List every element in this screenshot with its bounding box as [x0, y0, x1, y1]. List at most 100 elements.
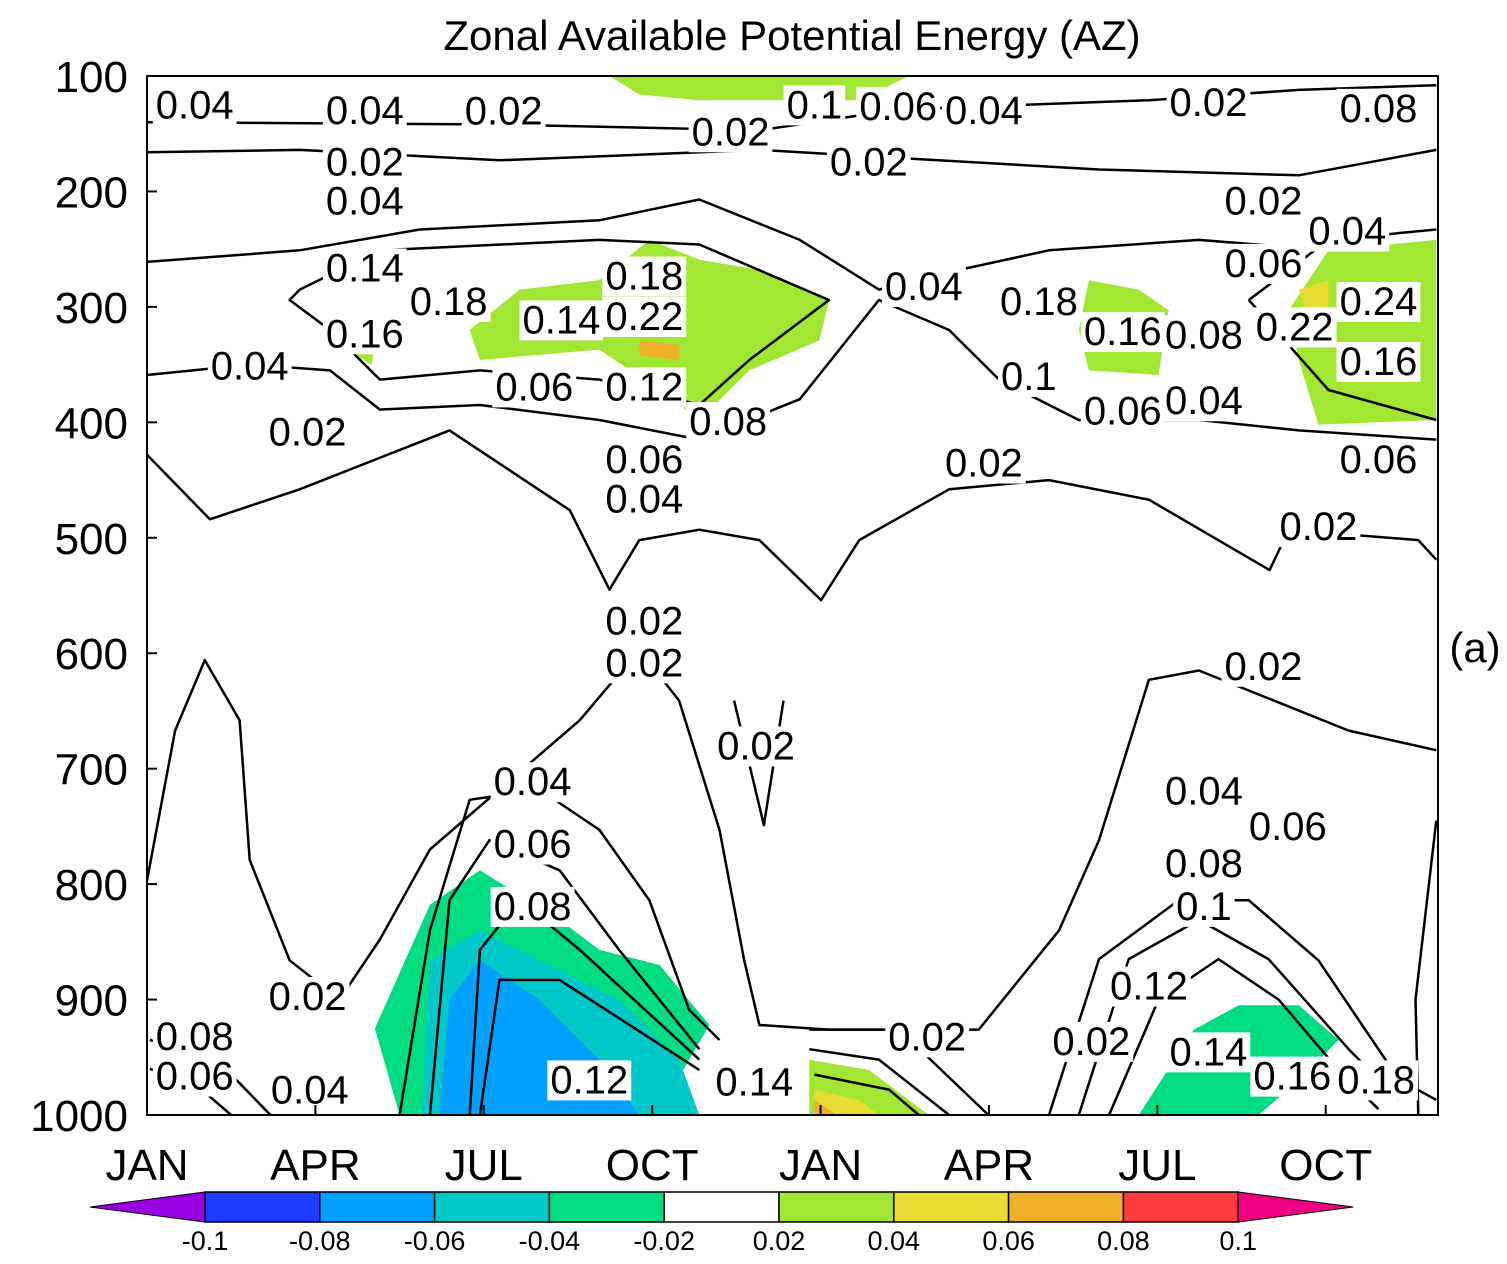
- contour-line: [145, 648, 1437, 1031]
- colorbar-arrow-right: [1237, 1191, 1354, 1223]
- contour-label: 0.14: [715, 1061, 793, 1105]
- contour-label-bg: [1161, 381, 1246, 422]
- contour-label-bg: [1336, 440, 1421, 481]
- shaded-regions: [339, 76, 1437, 1115]
- contour-label-bg: [1161, 771, 1246, 812]
- contour-line: [398, 788, 721, 1116]
- colorbar-swatch: [1007, 1191, 1125, 1223]
- contour-label-bg: [1336, 88, 1421, 129]
- contour-label-bg: [1221, 243, 1306, 284]
- contour-label-bg: [602, 256, 687, 297]
- contour-label: 0.18: [410, 280, 488, 324]
- contour-label-bg: [492, 367, 577, 408]
- contour-label-bg: [322, 142, 407, 183]
- contour-label-group: 0.02: [885, 1015, 970, 1059]
- contour-label: 0.04: [326, 180, 404, 224]
- contour-label: 0.16: [1084, 310, 1162, 354]
- contour-label-group: 0.04: [267, 1068, 352, 1112]
- contour-label-group: 0.1: [997, 355, 1060, 399]
- contour-label-group: 0.18: [602, 255, 687, 299]
- contour-line: [146, 198, 1329, 291]
- contour-label-bg: [1252, 307, 1337, 348]
- contour-label-bg: [1336, 341, 1421, 382]
- colorbar-label: -0.02: [633, 1226, 695, 1256]
- contour-label-bg: [1336, 281, 1421, 322]
- contour-label-bg: [712, 1062, 797, 1103]
- colorbar-arrow-left: [89, 1191, 206, 1223]
- contour-label: 0.02: [945, 442, 1023, 486]
- contour-label-group: 0.14: [712, 1061, 797, 1105]
- contour-label-group: 0.02: [1049, 1020, 1134, 1064]
- contour-label-group: 0.06: [602, 438, 687, 482]
- contour-line: [478, 978, 700, 1116]
- contour-label-bg: [941, 91, 1026, 132]
- contour-label-group: 0.14: [519, 298, 604, 342]
- contour-label: 0.1: [787, 83, 843, 127]
- contour-label-bg: [1166, 1032, 1251, 1073]
- contour-label-group: 0.02: [1221, 645, 1306, 689]
- contour-label-group: 0.12: [1106, 965, 1191, 1009]
- contour-label: 0.04: [211, 345, 289, 389]
- contour-label: 0.02: [605, 641, 683, 685]
- y-tick-label: 1000: [30, 1092, 128, 1141]
- panel-label: (a): [1449, 624, 1500, 671]
- contour-label-group: 0.04: [602, 477, 687, 521]
- contour-label-group: 0.02: [826, 140, 911, 184]
- contour-label-bg: [490, 886, 575, 927]
- contour-label-bg: [406, 281, 491, 322]
- contour-label-bg: [783, 85, 846, 126]
- contour-label-bg: [602, 440, 687, 481]
- y-tick-label: 900: [55, 977, 128, 1026]
- contour-label: 0.04: [1308, 210, 1386, 254]
- colorbar-swatch: [778, 1191, 895, 1223]
- contour-label-bg: [1334, 1060, 1419, 1101]
- colorbar-label: -0.1: [182, 1226, 229, 1256]
- contour-label-group: 0.06: [1245, 805, 1330, 849]
- contour-label-group: 0.04: [1305, 210, 1390, 254]
- contour-label-group: 0.22: [1252, 305, 1337, 349]
- x-tick-label: OCT: [1279, 1141, 1372, 1190]
- contour-label-bg: [322, 181, 407, 222]
- contour-label-bg: [602, 601, 687, 642]
- contour-label: 0.08: [1165, 313, 1243, 357]
- chart-title: Zonal Available Potential Energy (AZ): [443, 12, 1140, 59]
- contour-label-group: 0.06: [152, 1055, 237, 1099]
- contour-label-group: 0.04: [941, 89, 1026, 133]
- x-tick-label: APR: [270, 1141, 360, 1190]
- contour-label-group: 0.04: [322, 89, 407, 133]
- colorbar-swatch: [319, 1191, 436, 1223]
- contour-label-group: 0.04: [490, 760, 575, 804]
- contour-label: 0.12: [550, 1058, 628, 1102]
- contour-label-bg: [1250, 1056, 1335, 1097]
- contour-label: 0.12: [1110, 965, 1188, 1009]
- contour-label-bg: [714, 726, 798, 767]
- contour-label-group: 0.16: [1080, 310, 1165, 354]
- contour-label-group: 0.06: [492, 365, 577, 409]
- contour-label-bg: [996, 281, 1081, 322]
- contour-label: 0.02: [888, 1015, 966, 1059]
- contour-label: 0.04: [945, 89, 1023, 133]
- contour-label: 0.14: [326, 246, 404, 290]
- contour-label-group: 0.18: [996, 280, 1081, 324]
- contour-label: 0.02: [830, 140, 908, 184]
- contour-label: 0.02: [326, 140, 404, 184]
- contour-label: 0.02: [1224, 180, 1302, 224]
- contour-label-bg: [207, 346, 292, 387]
- colorbar-label: 0.04: [868, 1226, 921, 1256]
- contour-label: 0.08: [689, 400, 767, 444]
- colorbar-label: -0.08: [289, 1226, 351, 1256]
- contour-label-group: 0.08: [152, 1015, 237, 1059]
- contour-label: 0.16: [1340, 340, 1418, 384]
- contour-label: 0.02: [692, 110, 770, 154]
- contour-label: 0.18: [1000, 280, 1078, 324]
- contour-label-bg: [602, 296, 687, 337]
- contour-label-bg: [519, 300, 604, 341]
- contour-label-group: 0.12: [602, 365, 687, 409]
- contour-label-group: 0.02: [714, 724, 798, 768]
- contour-label-bg: [856, 86, 941, 127]
- contour-label-group: 0.04: [322, 180, 407, 224]
- x-tick-label: APR: [944, 1141, 1034, 1190]
- contour-label-bg: [490, 824, 575, 865]
- colorbar-swatch: [204, 1191, 321, 1223]
- contour-label-group: 0.02: [1221, 180, 1306, 224]
